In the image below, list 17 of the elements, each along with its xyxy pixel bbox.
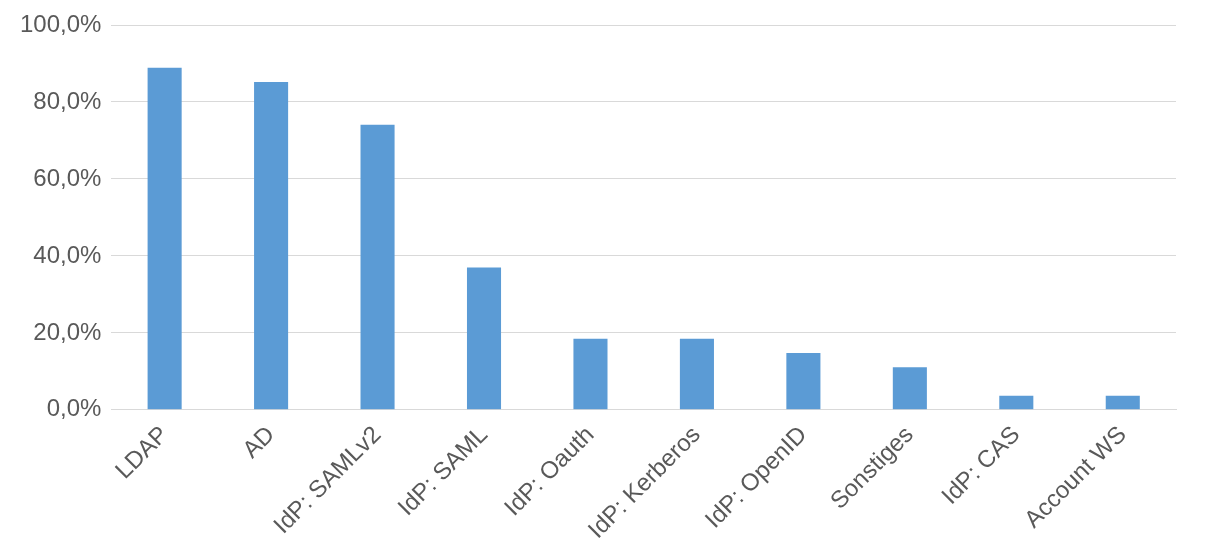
y-tick-label: 60,0% [33, 163, 102, 191]
y-tick-label: 20,0% [33, 317, 102, 345]
bar [1105, 395, 1140, 410]
bar [892, 367, 927, 410]
bar [360, 124, 395, 410]
bar [147, 67, 182, 410]
bar [466, 267, 502, 410]
bar [254, 81, 289, 410]
x-tick-label: AD [236, 420, 280, 463]
y-tick-label: 40,0% [33, 240, 102, 268]
bar [999, 395, 1034, 410]
bar [679, 338, 714, 410]
y-tick-label: 0,0% [46, 394, 102, 422]
y-tick-label: 80,0% [33, 86, 102, 114]
bar [786, 352, 821, 410]
y-tick-label: 100,0% [19, 9, 102, 37]
bar [573, 338, 608, 410]
